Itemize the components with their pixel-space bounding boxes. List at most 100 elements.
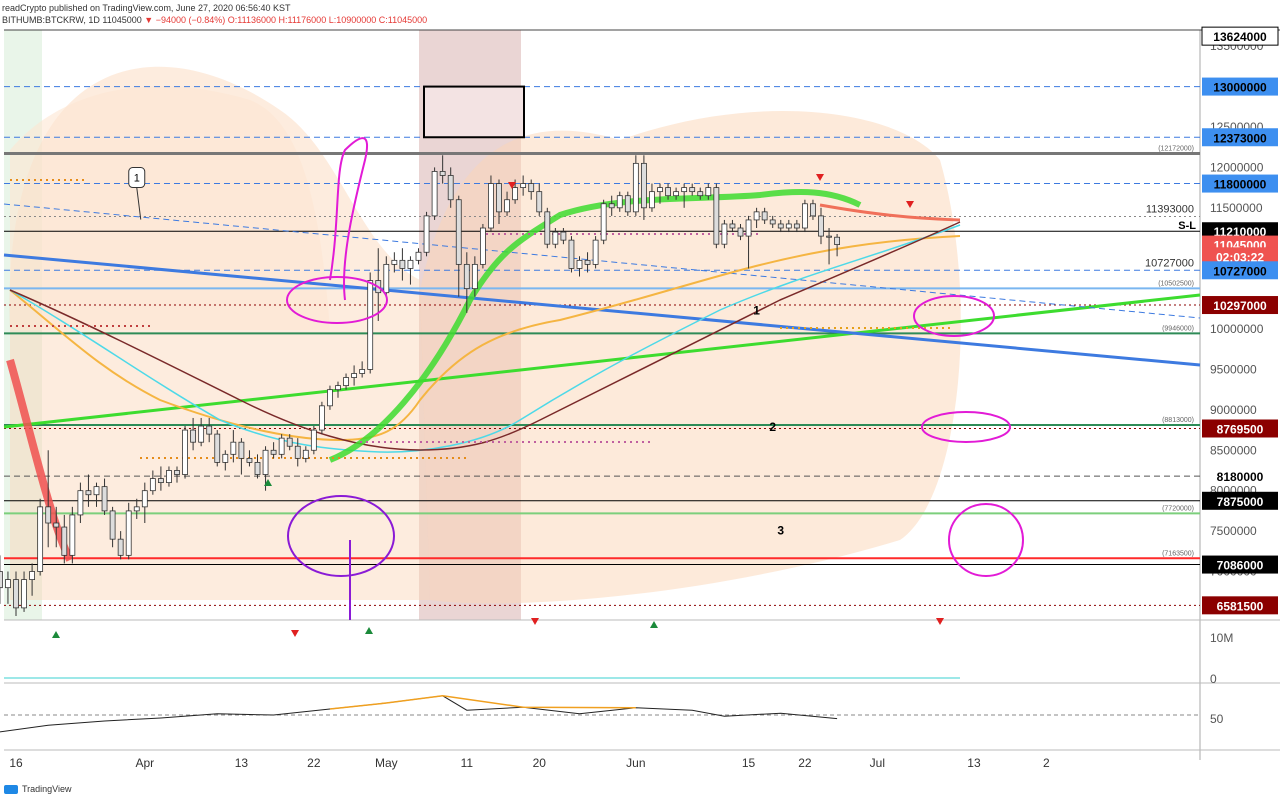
price-axis-label: 10727000 [1213,264,1267,278]
candle-body [238,441,245,459]
candle-body [673,191,679,197]
candle-body [834,236,840,245]
signal-down-arrow-icon [816,174,824,181]
candle-body [793,223,800,229]
chart-header: readCrypto published on TradingView.com,… [2,2,427,26]
price-axis-label: 7086000 [1217,559,1264,573]
price-axis-label: 7875000 [1217,495,1264,509]
candle-body [705,187,712,197]
annotation-number: 1 [753,303,760,317]
candle-body [391,259,398,265]
candle-body [85,490,92,496]
candle-body [632,162,639,213]
y-tick-label: 7500000 [1210,524,1257,538]
candle-body [600,203,607,241]
hand-drawn-circle [913,295,995,337]
candle-body [109,510,116,540]
tradingview-logo-icon [4,784,18,794]
price-axis-label: 02:03:22 [1216,250,1264,264]
x-tick-label: Apr [135,756,154,770]
price-axis-label: 6581500 [1217,599,1264,613]
candle-body [552,231,559,245]
footer-brand: TradingView [22,784,72,794]
level-label: (10502500) [1158,280,1194,287]
candle-body [0,571,3,589]
dashed-trendline [3,203,1201,319]
x-tick-label: 20 [533,756,547,770]
candle-body [810,203,816,217]
rsi-line [0,695,838,733]
candle-body [214,433,221,463]
signal-down-arrow-icon [936,618,944,625]
candle-body [310,429,317,451]
candle-body [777,223,784,229]
candle-body [318,405,325,431]
x-tick-label: Jun [626,756,645,770]
symbol-line: BITHUMB:BTCKRW, 1D 11045000 ▼ −94000 (−0… [2,14,427,26]
symbol-label: BITHUMB:BTCKRW, 1D [2,15,100,25]
candle-body [125,510,132,556]
candle-body [190,429,197,443]
x-tick-label: 15 [742,756,756,770]
candle-body [93,486,100,496]
candle-body [536,191,543,213]
price-axis-label-box [1202,555,1278,574]
candle-body [753,211,760,221]
candle-body [488,183,494,229]
candle-body [826,235,832,238]
candle-body [504,199,510,213]
candle-body [77,490,84,516]
price-axis-label-box [1202,77,1278,96]
candle-body [520,183,527,189]
price-axis-label: 13624000 [1213,30,1267,44]
hand-drawn-arrow [329,137,369,301]
y-tick-label: 9500000 [1210,362,1257,376]
candle-body [198,425,205,443]
last-price: 11045000 [102,15,142,25]
candle-body [286,437,293,447]
candle-body [399,259,406,269]
candle-body [608,203,615,209]
candle-body [45,506,52,524]
candle-body [157,478,164,484]
candle-body [584,259,591,265]
candle-body [101,486,108,512]
signal-up-arrow-icon [264,479,272,486]
indicator-axis-label: 0 [1210,672,1217,686]
level-label: S-L [1178,220,1196,232]
footer: TradingView [4,784,72,794]
candle-body [729,223,736,229]
candle-body [230,441,237,455]
annotation-number: 2 [769,420,776,434]
candle-body [61,526,68,556]
candle-body [327,389,333,407]
candle-body [407,259,414,269]
price-axis-label-box [1202,296,1278,315]
signal-down-arrow-icon [906,201,914,208]
x-tick-label: May [375,756,398,770]
candle-body [206,425,213,435]
candle-body [624,195,631,213]
candle-body [560,231,567,241]
candle-body [785,223,792,229]
candle-body [335,385,341,391]
rsi-overbought-line [329,695,636,710]
candle-body [254,461,261,475]
note-bubble-text: 1 [134,173,140,185]
candle-body [302,449,309,459]
candle-body [343,377,349,387]
y-tick-label: 12000000 [1210,160,1264,174]
candle-body [479,227,486,265]
x-tick-label: 16 [9,756,23,770]
candle-body [431,171,438,217]
candle-body [576,259,583,269]
price-axis-label: 8769500 [1217,422,1264,436]
y-tick-label: 10000000 [1210,322,1264,336]
candle-body [665,187,671,197]
candle-body [270,449,277,455]
level-label: (7720000) [1162,505,1194,512]
level-label: (8813000) [1162,417,1194,424]
candle-body [649,191,655,209]
candle-body [592,239,599,265]
